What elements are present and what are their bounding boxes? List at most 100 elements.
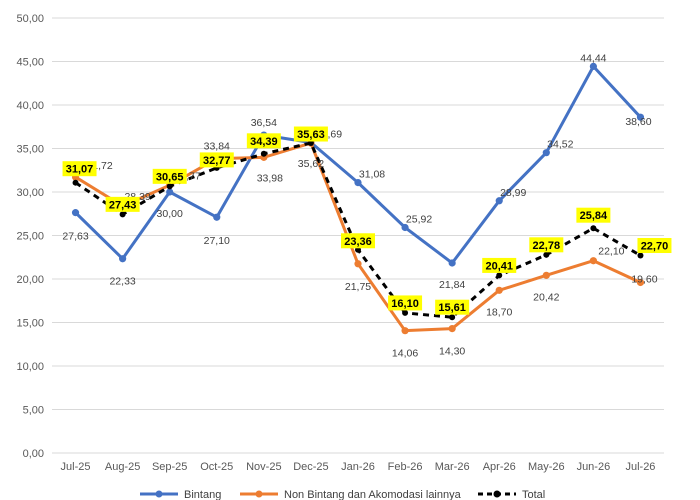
data-label-highlight (435, 299, 470, 315)
data-label: 20,42 (533, 291, 559, 303)
data-point (495, 197, 503, 205)
data-label: 34,39 (250, 136, 278, 148)
data-label: 27,43 (109, 199, 137, 211)
data-point (495, 286, 503, 294)
data-label: 32,77 (203, 155, 231, 167)
data-point (543, 251, 550, 258)
data-label: 23,36 (344, 236, 372, 248)
y-tick-label: 10,00 (16, 361, 44, 373)
data-label-highlight (105, 196, 140, 212)
data-label-highlight (246, 133, 281, 149)
legend-marker (155, 490, 163, 498)
x-tick-label: Jan-26 (341, 461, 375, 473)
data-label: 30,00 (157, 208, 183, 220)
data-label: 31,08 (359, 169, 385, 181)
data-point (590, 225, 597, 232)
data-point (354, 260, 362, 268)
data-label: 30,65 (156, 171, 184, 183)
data-point (401, 327, 409, 335)
data-label: 35,62 (298, 158, 324, 170)
legend-marker (255, 490, 263, 498)
x-tick-label: Jun-26 (577, 461, 611, 473)
data-point (166, 188, 174, 196)
x-tick-label: Oct-25 (200, 461, 233, 473)
labels-total: 31,07 27,43 30,65 32,77 34,39 35,63 23,36 16,10… (62, 126, 672, 315)
data-label: 38,60 (625, 116, 651, 128)
data-point (637, 252, 644, 259)
data-label: 25,84 (580, 210, 608, 222)
data-point (72, 179, 79, 186)
x-tick-label: Jul-26 (625, 461, 655, 473)
data-label: 25,92 (406, 213, 432, 225)
x-tick-label: Apr-26 (483, 461, 516, 473)
data-label: 15,61 (438, 302, 466, 314)
data-point (448, 324, 456, 333)
y-tick-label: 25,00 (16, 231, 44, 243)
data-label-highlight (388, 295, 423, 311)
x-tick-label: Nov-25 (246, 461, 281, 473)
data-label: 22,70 (641, 241, 669, 253)
data-label: 14,30 (439, 346, 465, 358)
y-tick-label: 20,00 (16, 274, 44, 286)
data-point (401, 223, 409, 232)
data-point (119, 211, 126, 218)
data-label: 44,44 (580, 52, 606, 64)
data-point (166, 183, 173, 190)
data-label-highlight (152, 168, 187, 184)
data-label-highlight (529, 237, 564, 253)
data-label-highlight (199, 152, 234, 168)
x-tick-label: Feb-26 (388, 461, 423, 473)
data-label: 35,63 (297, 129, 325, 141)
data-label: 22,10 (598, 246, 624, 258)
data-label: 16,10 (391, 298, 419, 310)
legend-label: Total (522, 489, 545, 500)
data-label-highlight (637, 238, 672, 254)
gridlines: 0,00 5,00 10,00 15,00 20,00 25,00 30,00 35,00 40… (16, 13, 664, 460)
x-tick-label: Aug-25 (105, 461, 140, 473)
data-label: 20,41 (485, 260, 513, 272)
y-tick-label: 5,00 (23, 405, 44, 417)
data-point (119, 255, 127, 263)
data-label: 34,52 (547, 139, 573, 151)
data-label: 22,33 (109, 276, 135, 288)
data-label-highlight (62, 161, 97, 177)
legend: Bintang Non Bintang dan Akomodasi lainnya… (140, 489, 545, 500)
x-tick-label: Jul-25 (61, 461, 91, 473)
data-point (636, 278, 645, 287)
y-tick-label: 50,00 (16, 13, 44, 25)
y-tick-label: 45,00 (16, 57, 44, 69)
data-point (542, 149, 550, 157)
data-label: 33,84 (204, 141, 230, 153)
x-tick-label: May-26 (528, 461, 565, 473)
data-label: 18,70 (486, 306, 512, 318)
x-tick-label: Mar-26 (435, 461, 470, 473)
x-tick-label: Sep-25 (152, 461, 187, 473)
legend-label: Bintang (184, 489, 221, 500)
data-label: 33,98 (257, 172, 283, 184)
y-tick-label: 0,00 (23, 448, 44, 460)
y-tick-label: 40,00 (16, 100, 44, 112)
data-point (213, 213, 221, 221)
data-label: 27,10 (204, 235, 230, 247)
data-point (636, 113, 645, 121)
data-label: 31,07 (66, 164, 94, 176)
data-point (589, 62, 597, 70)
data-point (449, 314, 456, 321)
data-point (71, 209, 80, 217)
legend-marker (493, 490, 501, 498)
data-label-highlight (576, 207, 611, 223)
x-axis: Jul-25 Aug-25 Sep-25 Oct-25 Nov-25 Dec-25 Jan-… (61, 461, 656, 473)
data-label: 21,75 (345, 281, 371, 293)
data-point (589, 257, 597, 265)
data-label: 14,06 (392, 348, 418, 360)
data-label: 28,99 (500, 187, 526, 199)
data-point (260, 150, 267, 157)
data-label: 21,84 (439, 279, 465, 291)
legend-label: Non Bintang dan Akomodasi lainnya (284, 489, 462, 500)
data-point (496, 272, 503, 279)
y-tick-label: 15,00 (16, 318, 44, 330)
y-tick-label: 30,00 (16, 187, 44, 199)
data-label: 36,54 (251, 117, 277, 129)
data-label-highlight (341, 233, 375, 249)
